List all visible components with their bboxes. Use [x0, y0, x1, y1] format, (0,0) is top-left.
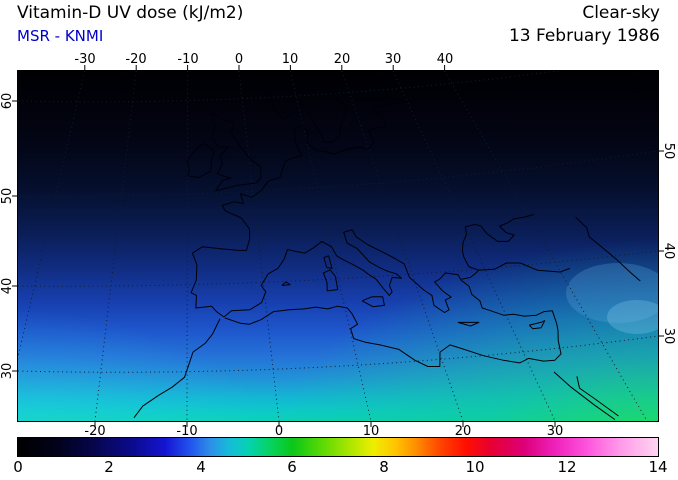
left-tick-label: 60	[0, 92, 15, 110]
right-tick-label: 30	[661, 327, 676, 345]
uv-dose-map	[12, 65, 664, 427]
sky-condition-label: Clear-sky	[582, 3, 660, 23]
colorbar-tick-label: 14	[648, 458, 668, 476]
bottom-tick-label: 10	[362, 424, 380, 439]
colorbar-tick-label: 0	[13, 458, 23, 476]
top-tick-label: -10	[177, 52, 199, 67]
right-tick-label: 40	[661, 242, 676, 260]
source-label: MSR - KNMI	[17, 27, 104, 45]
left-tick-label: 40	[0, 277, 15, 295]
colorbar-tick-label: 12	[557, 458, 577, 476]
top-tick-label: 40	[436, 52, 454, 67]
colorbar-gradient	[18, 438, 658, 456]
bottom-tick-label: 30	[546, 424, 564, 439]
top-tick-label: -20	[125, 52, 147, 67]
left-tick-label: 30	[0, 362, 15, 380]
map-frame	[12, 65, 664, 427]
right-tick-label: 50	[661, 142, 676, 160]
colorbar-tick-label: 2	[104, 458, 114, 476]
colorbar-tick-label: 8	[379, 458, 389, 476]
left-tick-label: 50	[0, 187, 15, 205]
top-tick-label: 20	[333, 52, 351, 67]
date-label: 13 February 1986	[508, 26, 660, 46]
bottom-tick-label: -10	[176, 424, 198, 439]
top-tick-label: -30	[74, 52, 96, 67]
colorbar-tick-label: 4	[196, 458, 206, 476]
bottom-tick-label: 0	[274, 424, 284, 439]
top-tick-label: 10	[281, 52, 299, 67]
top-tick-label: 30	[384, 52, 402, 67]
top-tick-label: 0	[234, 52, 244, 67]
bottom-tick-label: -20	[84, 424, 106, 439]
page-title: Vitamin-D UV dose (kJ/m2)	[17, 3, 244, 23]
bottom-tick-label: 20	[454, 424, 472, 439]
colorbar	[17, 437, 659, 457]
colorbar-tick-label: 6	[287, 458, 297, 476]
colorbar-tick-label: 10	[465, 458, 485, 476]
